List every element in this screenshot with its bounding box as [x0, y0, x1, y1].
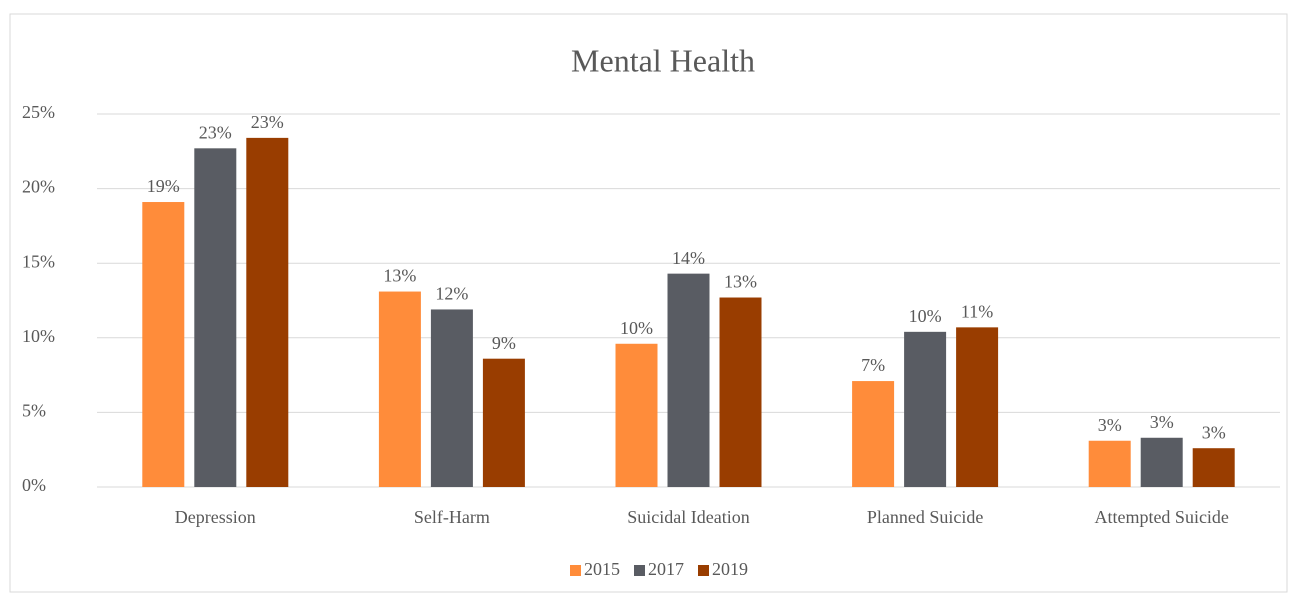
- legend-swatch: [570, 565, 581, 576]
- y-tick-label: 5%: [22, 401, 46, 421]
- value-label: 10%: [909, 306, 942, 326]
- legend-swatch: [634, 565, 645, 576]
- legend-label: 2015: [584, 559, 620, 579]
- x-tick-label: Suicidal Ideation: [627, 507, 749, 527]
- bar: [1192, 448, 1235, 487]
- value-label: 19%: [147, 176, 180, 196]
- value-label: 3%: [1202, 422, 1226, 442]
- value-label: 14%: [672, 248, 705, 268]
- chart-title: Mental Health: [571, 42, 755, 78]
- y-tick-label: 25%: [22, 102, 55, 122]
- legend-label: 2019: [712, 559, 748, 579]
- value-label: 10%: [620, 318, 653, 338]
- y-tick-label: 15%: [22, 251, 55, 271]
- bar: [852, 381, 895, 487]
- value-label: 23%: [199, 122, 232, 142]
- legend-label: 2017: [648, 559, 684, 579]
- bar: [482, 358, 525, 487]
- y-tick-label: 0%: [22, 475, 46, 495]
- x-tick-label: Self-Harm: [414, 507, 490, 527]
- bar: [378, 291, 421, 487]
- x-tick-label: Planned Suicide: [867, 507, 983, 527]
- y-tick-label: 20%: [22, 177, 55, 197]
- value-label: 3%: [1150, 412, 1174, 432]
- bar: [430, 309, 473, 487]
- legend-swatch: [698, 565, 709, 576]
- bar: [1140, 437, 1183, 487]
- value-label: 13%: [724, 272, 757, 292]
- bar: [956, 327, 999, 487]
- value-label: 23%: [251, 112, 284, 132]
- bar: [667, 273, 710, 487]
- bar: [615, 343, 658, 487]
- bar: [1088, 440, 1131, 487]
- value-label: 12%: [435, 284, 468, 304]
- bar: [904, 331, 947, 487]
- x-tick-label: Attempted Suicide: [1094, 507, 1228, 527]
- bar: [719, 297, 762, 487]
- value-label: 3%: [1098, 415, 1122, 435]
- value-label: 9%: [492, 333, 516, 353]
- value-label: 11%: [961, 301, 993, 321]
- x-tick-label: Depression: [175, 507, 256, 527]
- y-tick-label: 10%: [22, 326, 55, 346]
- bar: [194, 148, 237, 488]
- bar: [142, 202, 185, 487]
- value-label: 13%: [383, 266, 416, 286]
- bar: [246, 137, 289, 487]
- value-label: 7%: [861, 355, 885, 375]
